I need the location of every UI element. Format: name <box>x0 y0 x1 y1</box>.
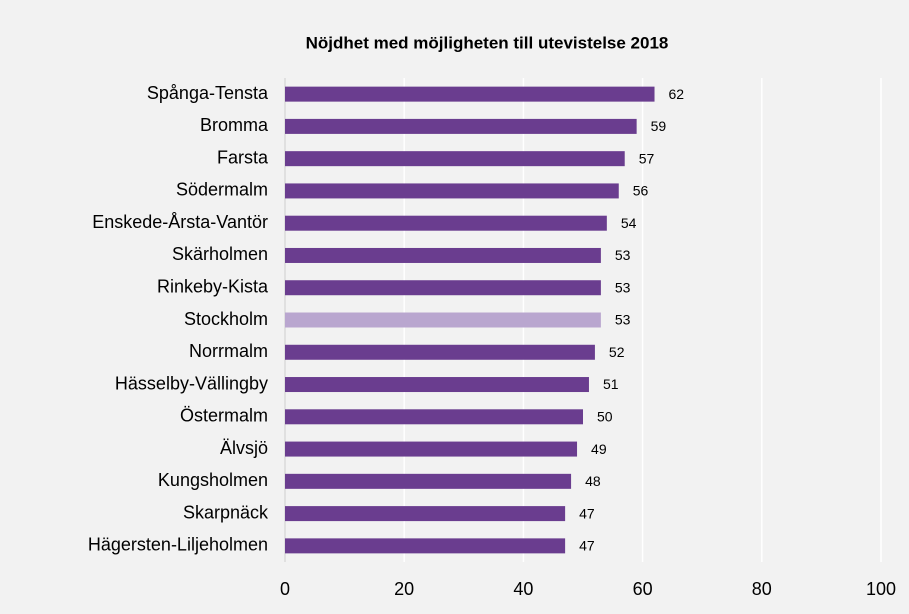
value-label: 47 <box>579 505 595 521</box>
y-tick-label: Älvsjö <box>220 438 268 458</box>
value-label: 47 <box>579 538 595 554</box>
bar <box>285 506 566 522</box>
bar <box>285 118 637 134</box>
value-label: 50 <box>597 409 613 425</box>
value-label: 53 <box>615 247 631 263</box>
x-tick-label: 80 <box>752 579 772 599</box>
value-label: 53 <box>615 279 631 295</box>
y-tick-label: Östermalm <box>180 406 268 426</box>
value-label: 59 <box>651 118 667 134</box>
y-tick-label: Norrmalm <box>189 341 268 361</box>
bar <box>285 473 572 489</box>
x-tick-label: 40 <box>513 579 533 599</box>
bar <box>285 441 578 457</box>
bar <box>285 215 607 231</box>
bar <box>285 409 583 425</box>
x-tick-label: 100 <box>866 579 896 599</box>
value-label: 57 <box>639 150 655 166</box>
bar <box>285 344 595 360</box>
bar <box>285 86 655 102</box>
y-tick-label: Farsta <box>217 147 269 167</box>
y-tick-label: Enskede-Årsta-Vantör <box>92 212 268 232</box>
value-label: 54 <box>621 215 637 231</box>
y-tick-label: Hägersten-Liljeholmen <box>88 535 268 555</box>
bar <box>285 280 601 296</box>
y-tick-label: Bromma <box>200 115 269 135</box>
x-tick-label: 0 <box>280 579 290 599</box>
y-tick-label: Kungsholmen <box>158 470 268 490</box>
value-label: 48 <box>585 473 601 489</box>
y-tick-label: Skärholmen <box>172 244 268 264</box>
value-label: 49 <box>591 441 607 457</box>
bar <box>285 377 589 393</box>
y-tick-label: Södermalm <box>176 180 268 200</box>
value-label: 53 <box>615 312 631 328</box>
y-tick-label: Stockholm <box>184 309 268 329</box>
y-tick-label: Hässelby-Vällingby <box>115 373 268 393</box>
x-tick-label: 20 <box>394 579 414 599</box>
bar <box>285 151 625 167</box>
value-label: 62 <box>669 86 685 102</box>
y-tick-label: Rinkeby-Kista <box>157 276 269 296</box>
y-tick-label: Skarpnäck <box>183 502 269 522</box>
bar <box>285 312 601 328</box>
bar <box>285 247 601 263</box>
value-label: 56 <box>633 183 649 199</box>
bar <box>285 538 566 554</box>
x-tick-label: 60 <box>633 579 653 599</box>
bar <box>285 183 619 199</box>
value-label: 51 <box>603 376 619 392</box>
value-label: 52 <box>609 344 625 360</box>
y-tick-label: Spånga-Tensta <box>147 83 269 103</box>
chart-title: Nöjdhet med möjligheten till utevistelse… <box>306 33 669 52</box>
